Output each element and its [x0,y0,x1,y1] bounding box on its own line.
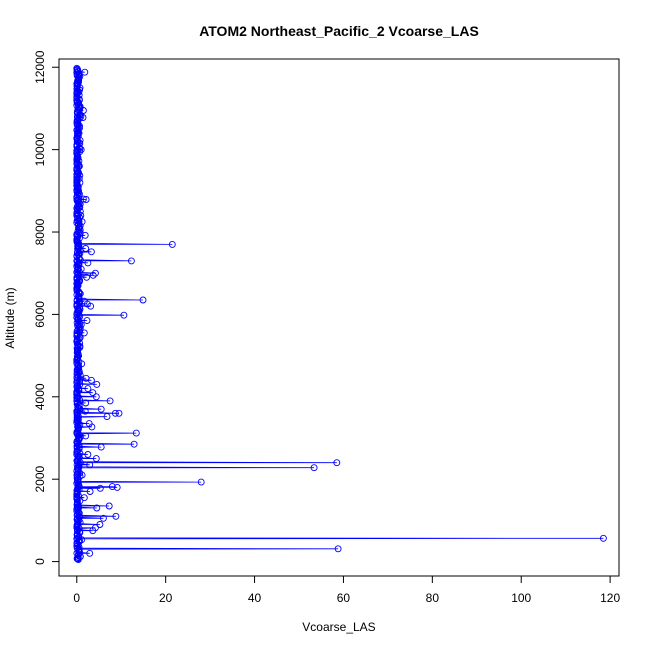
data-point [76,405,84,413]
data-point [73,68,81,76]
x-tick-label: 60 [337,591,351,605]
data-point [75,385,82,393]
y-tick-label: 2000 [33,466,47,493]
x-tick-label: 0 [73,591,80,605]
data-point [333,459,341,467]
data-point [89,389,97,397]
data-point [81,68,89,76]
data-point [85,420,93,428]
data-point [106,397,114,405]
x-tick-label: 40 [248,591,262,605]
data-point [113,483,121,491]
data-point [86,488,94,495]
data-point [132,429,140,437]
axes-layer: 0 20 40 60 80 100 120 0 2000 4000 6000 8000 10000 120… [33,50,620,605]
data-point [73,535,81,543]
data-point [73,196,81,204]
x-axis-label: Vcoarse_LAS [302,620,375,634]
chart-title: ATOM2 Northeast_Pacific_2 Vcoarse_LAS [199,23,479,39]
data-point [91,269,99,277]
data-point [75,259,83,267]
data-point [130,440,138,448]
data-point [111,409,119,417]
data-point [74,205,81,213]
data-point [112,512,120,520]
data-point [334,545,342,553]
data-point [84,259,92,267]
data-point [75,463,83,471]
data-point [93,380,101,388]
data-point [75,115,83,123]
data-point [139,296,147,304]
data-point [89,271,97,279]
data-point [105,502,113,510]
data-point [84,451,92,458]
data-point [168,240,176,248]
data-point [97,405,105,413]
data-point [84,385,92,393]
y-tick-label: 12000 [33,50,47,84]
data-point [73,428,81,436]
y-axis-label: Altitude (m) [3,287,17,348]
data-point [75,533,83,541]
data-point [599,534,607,542]
data-point [99,514,107,522]
data-point [96,484,104,492]
data-point [80,494,88,502]
data-point [92,393,100,401]
data-point [120,311,128,319]
y-tick-label: 10000 [33,133,47,167]
data-point [82,399,90,407]
x-tick-label: 120 [600,591,620,605]
data-layer [73,64,607,563]
x-tick-label: 80 [426,591,440,605]
x-tick-label: 20 [159,591,173,605]
data-point [92,455,100,463]
x-tick-label: 100 [511,591,531,605]
data-point [127,257,135,265]
y-tick-label: 4000 [33,383,47,410]
y-tick-label: 6000 [33,301,47,328]
data-point [86,461,94,469]
data-point [97,443,105,451]
data-point [83,273,91,281]
data-point [115,409,123,417]
data-point [310,464,318,472]
data-point [103,413,111,421]
data-point [82,374,90,382]
data-point [73,314,81,321]
data-point [93,504,101,512]
data-point [74,343,82,351]
data-point [108,483,116,491]
data-point [82,245,90,252]
data-point [83,317,91,325]
y-tick-label: 0 [33,558,47,565]
y-tick-label: 8000 [33,218,47,245]
data-point [86,549,94,557]
data-point [74,97,82,105]
data-point [197,478,205,486]
data-point [73,64,81,72]
data-point [82,196,90,203]
data-point [91,524,99,532]
data-point [87,248,95,256]
data-point [96,521,104,528]
data-point [76,148,84,156]
